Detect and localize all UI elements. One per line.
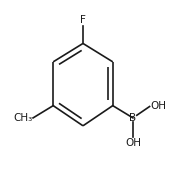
Text: B: B [129,113,137,123]
Text: OH: OH [125,138,141,148]
Text: F: F [80,15,86,25]
Text: OH: OH [150,101,166,111]
Text: CH₃: CH₃ [13,113,32,123]
